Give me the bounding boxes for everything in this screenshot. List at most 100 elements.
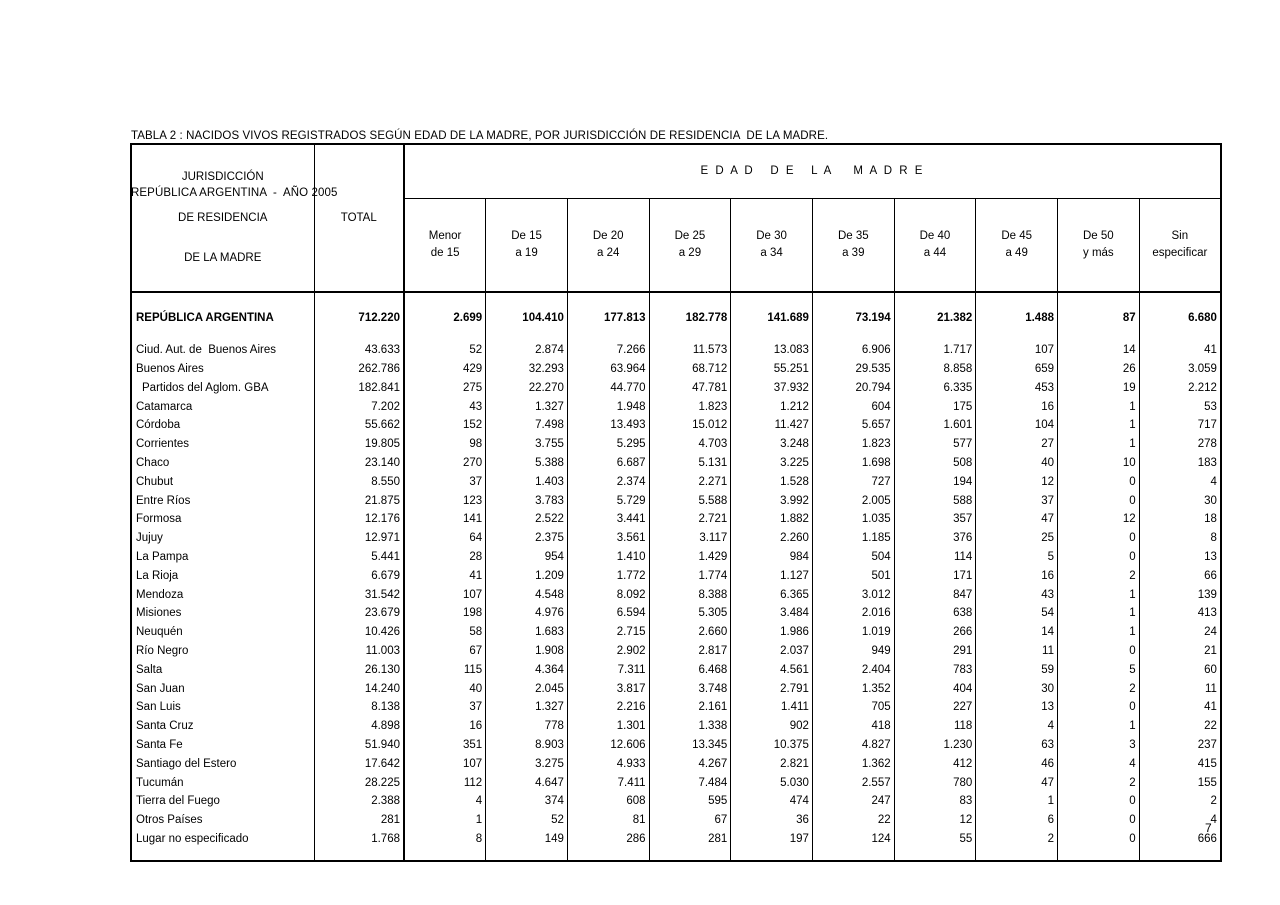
- value-cell: 13.083: [730, 341, 813, 361]
- age-column-header-line1: De 45: [1001, 230, 1032, 243]
- value-cell: 40: [404, 679, 487, 699]
- value-cell: 12.971: [314, 529, 405, 549]
- value-cell: 41: [404, 566, 487, 586]
- jurisdiction-row: Catamarca 7.202 43 1.327 1.948 1.823 1.212 604 1…: [131, 397, 1221, 417]
- value-cell: 1.528: [730, 472, 813, 492]
- value-cell: 595: [649, 792, 732, 812]
- value-cell: 4: [1210, 475, 1217, 488]
- value-cell: 2.388: [314, 792, 405, 812]
- jurisdiction-row: Chaco 23.140 270 5.388 6.687 5.131 3.225 1.698 5…: [131, 454, 1221, 473]
- value-cell: 266: [894, 623, 977, 643]
- value-cell: 6.468: [649, 660, 732, 680]
- value-cell: 1.768: [314, 830, 405, 861]
- value-cell: 47.781: [649, 378, 732, 398]
- age-column-header-line2: y más: [1083, 246, 1114, 259]
- value-cell: 4: [975, 717, 1058, 737]
- total-column-header: TOTAL: [313, 143, 405, 293]
- jurisdiction-row: Formosa 12.176 141 2.522 3.441 2.721 1.882 1.03…: [131, 510, 1221, 530]
- jurisdiction-row: Partidos del Aglom. GBA 182.841 275 22.270 4…: [131, 378, 1221, 398]
- age-column-header: De 20 a 24: [566, 197, 650, 293]
- value-cell: 63.964: [567, 360, 650, 379]
- value-cell: 12.176: [314, 510, 405, 530]
- value-cell: 47: [975, 510, 1058, 530]
- value-cell: 237: [1197, 739, 1217, 752]
- value-cell: 47: [975, 773, 1058, 793]
- jurisdiction-row: Córdoba 55.662 152 7.498 13.493 15.012 11.427 5…: [131, 416, 1221, 436]
- value-cell: 107: [404, 754, 487, 774]
- value-cell: 6.906: [812, 341, 895, 361]
- value-cell: 705: [812, 698, 895, 718]
- value-cell: 2.271: [649, 472, 732, 492]
- jurisdiction-row: Neuquén 10.426 58 1.683 2.715 2.660 1.986 1.019…: [131, 623, 1221, 643]
- value-cell: 60: [1204, 663, 1217, 676]
- value-cell: 1.601: [894, 416, 977, 436]
- value-cell: 1.035: [812, 510, 895, 530]
- value-cell: 98: [404, 435, 487, 455]
- value-cell: 2.817: [649, 642, 732, 661]
- value-cell: 1.352: [812, 679, 895, 699]
- value-cell: 3.783: [485, 491, 568, 511]
- age-column-header-line2: a 34: [760, 246, 783, 259]
- value-cell: 182.841: [314, 378, 405, 398]
- value-cell: 0: [1057, 642, 1140, 661]
- value-cell: 3.992: [730, 491, 813, 511]
- value-cell: 1.488: [975, 291, 1058, 342]
- value-cell: 412: [894, 754, 977, 774]
- value-cell: 6.594: [567, 604, 650, 624]
- value-cell: 107: [404, 585, 487, 605]
- value-cell: 4.703: [649, 435, 732, 455]
- row-label: Córdoba: [131, 416, 315, 436]
- value-cell: 22: [1204, 720, 1217, 733]
- value-cell: 3.012: [812, 585, 895, 605]
- jurisdiction-row: Corrientes 19.805 98 3.755 5.295 4.703 3.248 1.…: [131, 435, 1221, 455]
- value-cell: 984: [730, 548, 813, 567]
- value-cell: 194: [894, 472, 977, 492]
- value-cell: 1.823: [812, 435, 895, 455]
- value-cell: 5.305: [649, 604, 732, 624]
- value-cell: 182.778: [649, 291, 732, 342]
- value-cell: 141.689: [730, 291, 813, 342]
- value-cell: 118: [894, 717, 977, 737]
- mother-age-group-header: E D A D D E L A M A D R E: [403, 143, 1222, 199]
- value-cell: 4.267: [649, 754, 732, 774]
- value-cell: 25: [975, 529, 1058, 549]
- value-cell: 847: [894, 585, 977, 605]
- value-cell: 141: [404, 510, 487, 530]
- value-cell: 21: [1204, 645, 1217, 658]
- age-column-header-line2: a 29: [678, 246, 702, 259]
- value-cell: 1.127: [730, 566, 813, 586]
- age-column-header-line1: De 30: [756, 230, 787, 243]
- value-cell: 22.270: [485, 378, 568, 398]
- value-cell: 783: [894, 660, 977, 680]
- value-cell: 8: [404, 830, 487, 861]
- value-cell: 1.019: [812, 623, 895, 643]
- value-cell: 152: [404, 416, 487, 436]
- jurisdiction-row: Lugar no especificado 1.768 8 149 286 281 197 1…: [131, 830, 1221, 861]
- jurisdiction-row: Santa Fe 51.940 351 8.903 12.606 13.345 10.375…: [131, 736, 1221, 755]
- value-cell: 2.902: [567, 642, 650, 661]
- value-cell: 2.404: [812, 660, 895, 680]
- age-column-header-line2: a 44: [923, 246, 947, 259]
- country-total-row: REPÚBLICA ARGENTINA 712.220 2.699 104.410 17…: [131, 291, 1221, 342]
- value-cell: 1: [975, 792, 1058, 812]
- value-cell: 43: [975, 585, 1058, 605]
- value-cell: 22: [812, 811, 895, 831]
- value-cell: 16: [404, 717, 487, 737]
- age-column-header-line1: Menor: [428, 230, 462, 243]
- value-cell: 1.698: [812, 454, 895, 473]
- value-cell: 278: [1197, 438, 1217, 451]
- value-cell: 52: [485, 811, 568, 831]
- jurisdiction-row: Tucumán 28.225 112 4.647 7.411 7.484 5.030 2.55…: [131, 773, 1221, 793]
- jurisdiction-header-line3: DE LA MADRE: [184, 252, 262, 264]
- value-cell: 6.365: [730, 585, 813, 605]
- value-cell: 64: [404, 529, 487, 549]
- age-column-header-line2: de 15: [430, 246, 460, 259]
- value-cell: 1: [1057, 623, 1140, 643]
- value-cell: 5: [1057, 660, 1140, 680]
- jurisdiction-row: Santiago del Estero 17.642 107 3.275 4.933 4.…: [131, 754, 1221, 774]
- value-cell: 1.327: [485, 698, 568, 718]
- value-cell: 3.748: [649, 679, 732, 699]
- value-cell: 8.388: [649, 585, 732, 605]
- row-label: Neuquén: [131, 623, 315, 643]
- row-label: Chubut: [131, 472, 315, 492]
